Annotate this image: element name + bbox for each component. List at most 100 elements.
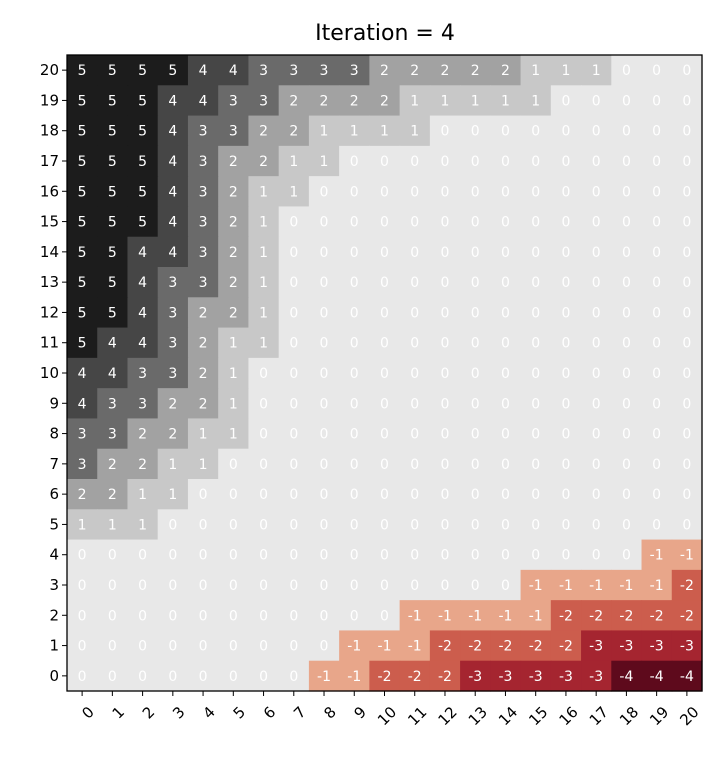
heatmap-cell xyxy=(671,357,703,389)
heatmap-cell xyxy=(248,145,280,177)
cell-value-label: -1 xyxy=(498,608,512,624)
heatmap-cell xyxy=(581,630,612,662)
cell-value-label: 0 xyxy=(592,396,601,412)
heatmap-cell xyxy=(218,388,250,420)
heatmap-cell xyxy=(490,509,522,541)
cell-value-label: 0 xyxy=(622,457,631,473)
cell-value-label: 0 xyxy=(229,548,238,564)
heatmap-cell xyxy=(460,357,491,389)
cell-value-label: 0 xyxy=(471,245,480,261)
cell-value-label: 0 xyxy=(199,517,208,533)
heatmap-cell xyxy=(399,145,431,177)
cell-value-label: 2 xyxy=(229,215,238,231)
cell-value-label: 0 xyxy=(350,548,359,564)
heatmap-cell xyxy=(490,176,522,208)
cell-value-label: 0 xyxy=(441,215,450,231)
heatmap-cell xyxy=(187,539,219,571)
y-tick-label: 12 xyxy=(40,303,59,321)
cell-value-label: 0 xyxy=(168,517,177,533)
cell-value-label: 3 xyxy=(78,427,87,443)
heatmap-cell xyxy=(308,55,340,86)
heatmap-cell xyxy=(490,660,522,692)
heatmap-cell xyxy=(520,660,552,692)
cell-value-label: 2 xyxy=(229,184,238,200)
cell-value-label: 0 xyxy=(471,548,480,564)
cell-value-label: 0 xyxy=(622,275,631,291)
cell-value-label: 0 xyxy=(652,366,661,382)
heatmap-cell xyxy=(490,418,522,450)
cell-value-label: 0 xyxy=(380,154,389,170)
cell-value-label: 5 xyxy=(168,63,177,79)
cell-value-label: 1 xyxy=(259,305,268,321)
cell-value-label: 0 xyxy=(592,184,601,200)
heatmap-cell xyxy=(460,145,491,177)
heatmap-cell xyxy=(187,448,219,480)
heatmap-cell xyxy=(218,600,250,632)
cell-value-label: 0 xyxy=(138,639,147,655)
heatmap-cell xyxy=(520,509,552,541)
cell-value-label: 0 xyxy=(320,608,329,624)
heatmap-cell xyxy=(248,267,280,298)
cell-value-label: 0 xyxy=(108,608,117,624)
cell-value-label: 0 xyxy=(441,548,450,564)
cell-value-label: 0 xyxy=(380,548,389,564)
cell-value-label: 0 xyxy=(592,124,601,140)
y-tick-label: 17 xyxy=(40,152,59,170)
cell-value-label: 0 xyxy=(289,517,298,533)
y-tick-label: 4 xyxy=(49,546,59,564)
cell-value-label: 0 xyxy=(652,93,661,109)
heatmap-cell xyxy=(67,600,98,632)
heatmap-cell xyxy=(127,357,159,389)
heatmap-cell xyxy=(429,479,461,510)
cell-value-label: 2 xyxy=(289,124,298,140)
cell-value-label: 0 xyxy=(682,457,691,473)
heatmap-cell xyxy=(490,388,522,420)
heatmap-cell xyxy=(490,630,522,662)
heatmap-cell xyxy=(581,327,612,359)
heatmap-cell xyxy=(339,145,370,177)
cell-value-label: 0 xyxy=(592,275,601,291)
y-tick-label: 11 xyxy=(40,334,59,352)
cell-value-label: 0 xyxy=(229,669,238,685)
heatmap-cell xyxy=(127,539,159,571)
heatmap-cell xyxy=(278,327,310,359)
heatmap-cell xyxy=(399,448,431,480)
cell-value-label: -4 xyxy=(650,669,664,685)
heatmap-cell xyxy=(97,600,129,632)
heatmap-cell xyxy=(97,660,129,692)
cell-value-label: 3 xyxy=(199,154,208,170)
cell-value-label: 0 xyxy=(199,608,208,624)
cell-value-label: 0 xyxy=(380,487,389,503)
cell-value-label: 0 xyxy=(350,154,359,170)
cell-value-label: -2 xyxy=(650,608,664,624)
cell-value-label: 0 xyxy=(168,548,177,564)
heatmap-cell xyxy=(611,206,643,238)
cell-value-label: 0 xyxy=(531,396,540,412)
cell-value-label: 2 xyxy=(108,457,117,473)
cell-value-label: 0 xyxy=(592,245,601,261)
heatmap-cell xyxy=(67,660,98,692)
heatmap-cell xyxy=(369,145,401,177)
cell-value-label: -3 xyxy=(650,639,664,655)
cell-value-label: 0 xyxy=(592,427,601,443)
cell-value-label: 0 xyxy=(350,457,359,473)
heatmap-cell xyxy=(67,327,98,359)
heatmap-cell xyxy=(97,297,129,329)
cell-value-label: 0 xyxy=(410,305,419,321)
heatmap-cell xyxy=(308,660,340,692)
heatmap-cell xyxy=(157,479,189,510)
cell-value-label: 4 xyxy=(199,63,208,79)
heatmap-cell xyxy=(550,569,582,601)
heatmap-cell xyxy=(127,600,159,632)
y-tick-label: 16 xyxy=(40,182,59,200)
heatmap-cell xyxy=(581,479,612,510)
heatmap-cell xyxy=(278,509,310,541)
heatmap-cell xyxy=(308,206,340,238)
cell-value-label: 0 xyxy=(441,457,450,473)
heatmap-cell xyxy=(248,236,280,268)
heatmap-cell xyxy=(399,85,431,117)
heatmap-cell xyxy=(187,327,219,359)
cell-value-label: 0 xyxy=(561,396,570,412)
cell-value-label: 0 xyxy=(561,215,570,231)
heatmap-cell xyxy=(641,267,673,298)
